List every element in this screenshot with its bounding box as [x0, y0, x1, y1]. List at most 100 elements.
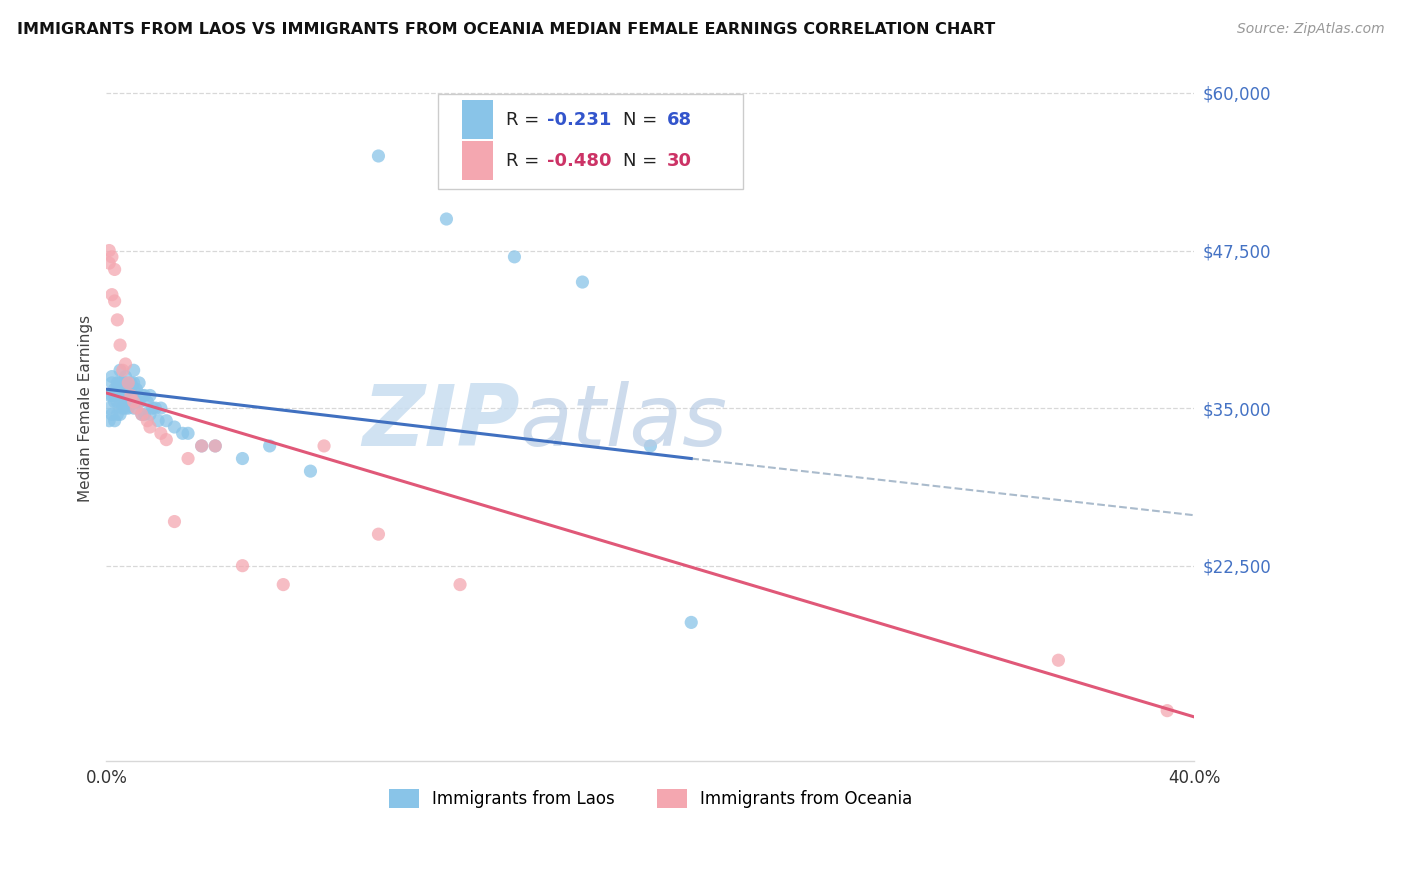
Point: [128, 394, 150, 409]
Text: 68: 68: [666, 112, 692, 129]
Point: [101, 408, 124, 422]
Point: [104, 388, 127, 402]
Point: [120, 394, 142, 409]
Point: [117, 382, 139, 396]
Point: [101, 287, 124, 301]
Point: [122, 382, 145, 396]
Text: atlas: atlas: [520, 381, 728, 464]
Point: [177, 426, 200, 441]
Point: [122, 394, 145, 409]
Point: [312, 439, 335, 453]
Point: [163, 515, 186, 529]
Point: [111, 376, 134, 390]
Point: [139, 420, 162, 434]
Point: [155, 433, 177, 447]
Point: [114, 401, 136, 416]
Point: [231, 451, 253, 466]
Point: [367, 527, 389, 541]
Point: [105, 376, 128, 390]
Point: [190, 439, 212, 453]
Point: [105, 394, 128, 409]
Point: [204, 439, 226, 453]
Point: [145, 401, 167, 416]
Point: [177, 451, 200, 466]
Point: [125, 401, 148, 416]
Point: [122, 376, 145, 390]
Point: [139, 408, 162, 422]
Point: [108, 338, 131, 352]
FancyBboxPatch shape: [439, 94, 742, 189]
Point: [101, 250, 124, 264]
Point: [136, 394, 159, 409]
Point: [149, 426, 172, 441]
Text: IMMIGRANTS FROM LAOS VS IMMIGRANTS FROM OCEANIA MEDIAN FEMALE EARNINGS CORRELATI: IMMIGRANTS FROM LAOS VS IMMIGRANTS FROM …: [17, 22, 995, 37]
Point: [204, 439, 226, 453]
Point: [1047, 653, 1070, 667]
Point: [108, 376, 131, 390]
Point: [142, 401, 165, 416]
Point: [146, 414, 169, 428]
Point: [125, 394, 148, 409]
Text: R =: R =: [506, 152, 544, 169]
Point: [108, 394, 131, 409]
Point: [231, 558, 253, 573]
Point: [105, 382, 128, 396]
Point: [111, 363, 134, 377]
Point: [114, 357, 136, 371]
Point: [271, 577, 294, 591]
Point: [104, 394, 127, 409]
Point: [367, 149, 389, 163]
Text: 30: 30: [666, 152, 692, 169]
Point: [131, 408, 153, 422]
Point: [640, 439, 662, 453]
Point: [98, 244, 121, 258]
Point: [122, 363, 145, 377]
Point: [163, 420, 186, 434]
Point: [111, 388, 134, 402]
Point: [104, 414, 127, 428]
Point: [105, 313, 128, 327]
Point: [114, 369, 136, 384]
Text: Source: ZipAtlas.com: Source: ZipAtlas.com: [1237, 22, 1385, 37]
Point: [134, 388, 156, 402]
Point: [114, 376, 136, 390]
Point: [117, 376, 139, 390]
Point: [299, 464, 322, 478]
Point: [125, 382, 148, 396]
Point: [105, 408, 128, 422]
Point: [101, 376, 124, 390]
Text: ZIP: ZIP: [363, 381, 520, 464]
Point: [117, 401, 139, 416]
Point: [681, 615, 703, 630]
Point: [120, 382, 142, 396]
Point: [108, 408, 131, 422]
Point: [108, 363, 131, 377]
Point: [104, 382, 127, 396]
Point: [1156, 704, 1178, 718]
Point: [108, 382, 131, 396]
Bar: [463, 141, 492, 180]
Point: [259, 439, 281, 453]
Y-axis label: Median Female Earnings: Median Female Earnings: [79, 315, 93, 501]
Point: [172, 426, 194, 441]
Point: [104, 293, 127, 308]
Point: [136, 414, 159, 428]
Point: [131, 388, 153, 402]
Point: [131, 408, 153, 422]
Text: R =: R =: [506, 112, 544, 129]
Point: [449, 577, 471, 591]
Text: N =: N =: [623, 152, 664, 169]
Point: [190, 439, 212, 453]
Bar: [463, 101, 492, 139]
Point: [98, 388, 121, 402]
Point: [149, 401, 172, 416]
Point: [98, 256, 121, 270]
Point: [117, 388, 139, 402]
Point: [111, 401, 134, 416]
Point: [436, 212, 458, 227]
Point: [139, 388, 162, 402]
Text: N =: N =: [623, 112, 664, 129]
Point: [98, 401, 121, 416]
Point: [120, 376, 142, 390]
Point: [101, 388, 124, 402]
